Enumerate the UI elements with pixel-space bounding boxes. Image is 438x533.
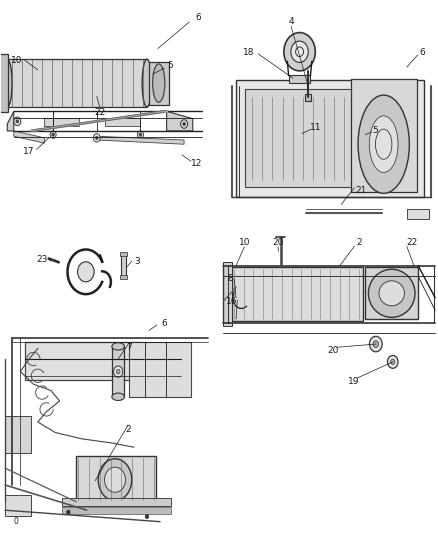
Bar: [76, 456, 156, 502]
Ellipse shape: [368, 269, 415, 317]
Bar: [62, 507, 170, 514]
Text: 6: 6: [419, 49, 425, 57]
Text: 3: 3: [134, 257, 140, 265]
Bar: [120, 275, 127, 279]
Text: 20: 20: [272, 238, 284, 247]
Bar: [305, 94, 311, 101]
Bar: [106, 118, 141, 126]
Text: 10: 10: [239, 238, 250, 247]
Bar: [223, 262, 232, 326]
Bar: [121, 255, 127, 277]
Text: 2: 2: [125, 425, 131, 434]
Bar: [120, 252, 127, 256]
Circle shape: [78, 262, 94, 282]
Ellipse shape: [3, 59, 12, 107]
Text: 6: 6: [162, 319, 167, 328]
Bar: [407, 209, 428, 219]
Bar: [5, 416, 31, 454]
Bar: [289, 75, 311, 83]
Bar: [25, 342, 140, 380]
Circle shape: [113, 366, 123, 377]
Ellipse shape: [105, 467, 125, 492]
Polygon shape: [97, 136, 184, 144]
Bar: [5, 496, 31, 516]
Ellipse shape: [369, 116, 398, 173]
Circle shape: [388, 356, 398, 368]
Text: 19: 19: [348, 377, 359, 386]
Text: 12: 12: [191, 159, 202, 168]
Circle shape: [52, 133, 54, 136]
Ellipse shape: [112, 343, 124, 350]
Bar: [112, 346, 124, 397]
Circle shape: [14, 117, 21, 126]
Polygon shape: [7, 111, 14, 131]
Ellipse shape: [98, 459, 132, 500]
Ellipse shape: [142, 59, 152, 107]
Bar: [0, 54, 8, 112]
Circle shape: [391, 359, 395, 365]
Text: 7: 7: [126, 343, 131, 352]
Text: 6: 6: [195, 13, 201, 22]
Bar: [232, 268, 363, 321]
Bar: [245, 88, 352, 187]
Bar: [351, 79, 417, 192]
Text: 5: 5: [167, 61, 173, 70]
Bar: [129, 342, 191, 397]
Circle shape: [370, 336, 382, 352]
Polygon shape: [14, 131, 44, 143]
Text: 4: 4: [288, 18, 294, 27]
Text: 20: 20: [328, 346, 339, 355]
Text: 23: 23: [36, 255, 48, 264]
Text: 22: 22: [406, 238, 417, 247]
Text: 8: 8: [227, 274, 233, 283]
Circle shape: [16, 120, 18, 123]
Text: 11: 11: [310, 123, 321, 132]
Circle shape: [373, 341, 378, 348]
Ellipse shape: [152, 64, 165, 102]
Circle shape: [138, 131, 144, 139]
Text: 18: 18: [243, 48, 254, 56]
Circle shape: [93, 134, 100, 142]
Circle shape: [95, 136, 98, 140]
Bar: [62, 498, 170, 506]
Ellipse shape: [284, 33, 315, 71]
Circle shape: [139, 133, 142, 136]
Bar: [237, 80, 424, 197]
Ellipse shape: [358, 95, 410, 193]
Circle shape: [116, 369, 120, 374]
Text: 16: 16: [226, 296, 238, 305]
Bar: [149, 62, 169, 104]
Bar: [365, 268, 418, 319]
Text: 21: 21: [355, 186, 367, 195]
Circle shape: [50, 131, 56, 139]
Circle shape: [183, 123, 185, 126]
Bar: [7, 59, 147, 107]
Circle shape: [180, 120, 187, 128]
Ellipse shape: [112, 393, 124, 400]
Text: 0: 0: [14, 517, 18, 526]
Text: 17: 17: [23, 147, 35, 156]
Text: 5: 5: [372, 126, 378, 135]
Text: 2: 2: [356, 238, 361, 247]
Circle shape: [67, 510, 70, 514]
Ellipse shape: [379, 281, 404, 306]
Bar: [44, 118, 79, 126]
Polygon shape: [166, 111, 193, 131]
Text: 22: 22: [95, 108, 106, 117]
Text: 10: 10: [11, 56, 22, 64]
Ellipse shape: [291, 41, 308, 62]
Circle shape: [145, 514, 149, 519]
